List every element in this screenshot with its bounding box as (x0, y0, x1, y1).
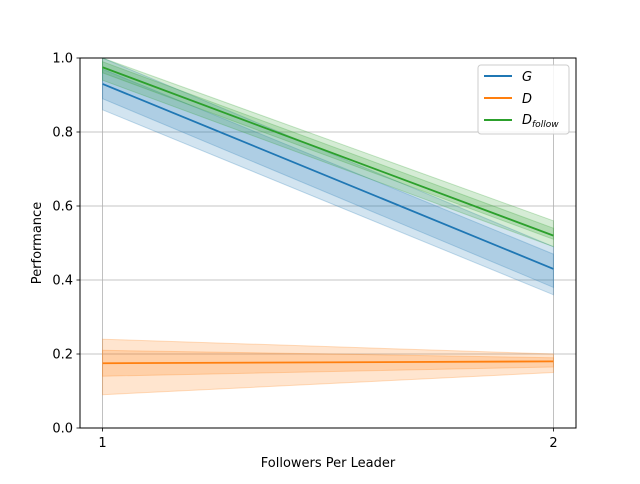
y-tick-label: 0.0 (52, 422, 73, 437)
series-line-d (102, 360, 554, 365)
legend-label-g: G (522, 70, 532, 85)
legend: G D Dfollow (477, 64, 570, 135)
x-tick-label: 1 (98, 436, 106, 451)
y-axis-label: Performance (30, 202, 45, 284)
axis-ticks: 0.0 0.2 0.4 0.6 0.8 1.0 1 2 (52, 52, 557, 452)
x-tick-label: 2 (549, 436, 557, 451)
legend-box (477, 64, 570, 135)
band-g (102, 68, 554, 289)
x-axis-label: Followers Per Leader (261, 456, 396, 471)
band-d (102, 338, 554, 396)
legend-label-d-follow-sub: follow (532, 120, 559, 130)
series-lines (102, 66, 554, 365)
legend-label-d-follow: Dfollow (522, 113, 559, 130)
series-line-d-follow (102, 66, 554, 237)
y-tick-label: 0.8 (52, 126, 73, 141)
y-tick-label: 0.2 (52, 348, 73, 363)
legend-label-d-follow-main: D (522, 113, 532, 128)
legend-label-d: D (522, 92, 532, 107)
band-d (102, 349, 554, 377)
y-tick-label: 0.6 (52, 200, 73, 215)
y-tick-label: 0.4 (52, 274, 73, 289)
y-tick-label: 1.0 (52, 52, 73, 67)
plot-frame (79, 57, 577, 429)
series-line-g (102, 83, 554, 270)
